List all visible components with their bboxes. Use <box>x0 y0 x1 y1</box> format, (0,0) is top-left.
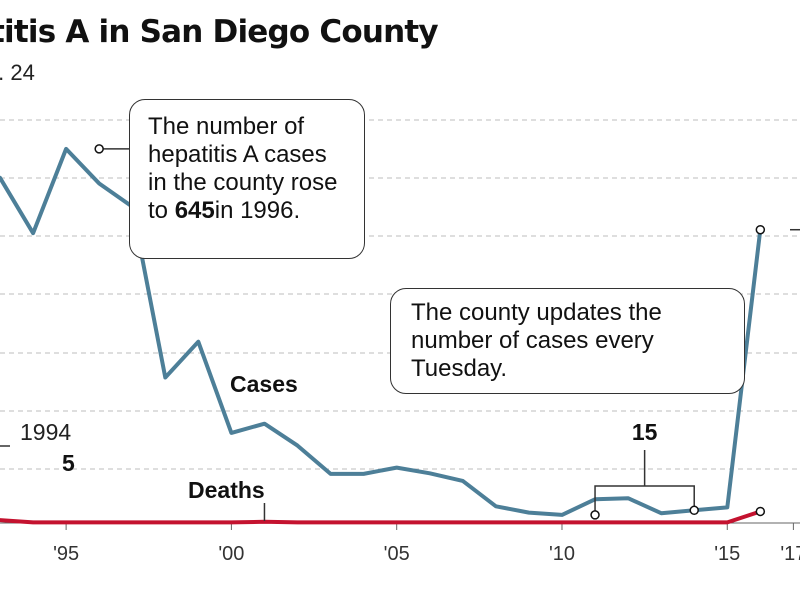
peak-callout: The number of hepatitis A cases in the c… <box>129 99 365 259</box>
point-marker-deaths-2016 <box>755 506 766 517</box>
bracket-value-label: 15 <box>632 419 658 445</box>
series-line-cases <box>0 146 763 517</box>
point-marker-cases-2011 <box>590 510 600 520</box>
x-tick-label-2010: '10 <box>549 543 575 565</box>
chart-subtitle: t. 24 <box>0 60 35 85</box>
point-marker-cases-2014 <box>689 505 699 516</box>
x-tick-label-2017: '17 <box>780 543 800 565</box>
peak-callout-text-end: in 1996. <box>214 197 301 224</box>
x-tick-label-1995: '95 <box>53 543 79 565</box>
point-marker-cases-2016 <box>755 224 766 235</box>
update-callout: The county updates the number of cases e… <box>390 288 745 394</box>
year-1994-label: 1994 <box>20 419 71 445</box>
series-line-deaths <box>0 509 763 525</box>
deaths-series-label: Deaths <box>188 477 265 503</box>
cases-series-label: Cases <box>230 371 298 397</box>
peak-callout-value: 645 <box>174 197 215 224</box>
x-tick-label-2015: '15 <box>714 543 740 565</box>
peak-callout-text: The number of hepatitis A cases in the c… <box>148 113 338 224</box>
chart-title: titis A in San Diego County <box>0 14 439 50</box>
x-tick-label-2005: '05 <box>384 543 410 565</box>
x-tick-label-2000: '00 <box>218 543 244 565</box>
point-marker-cases-1996 <box>94 144 104 154</box>
deaths-1994-value: 5 <box>62 450 75 476</box>
